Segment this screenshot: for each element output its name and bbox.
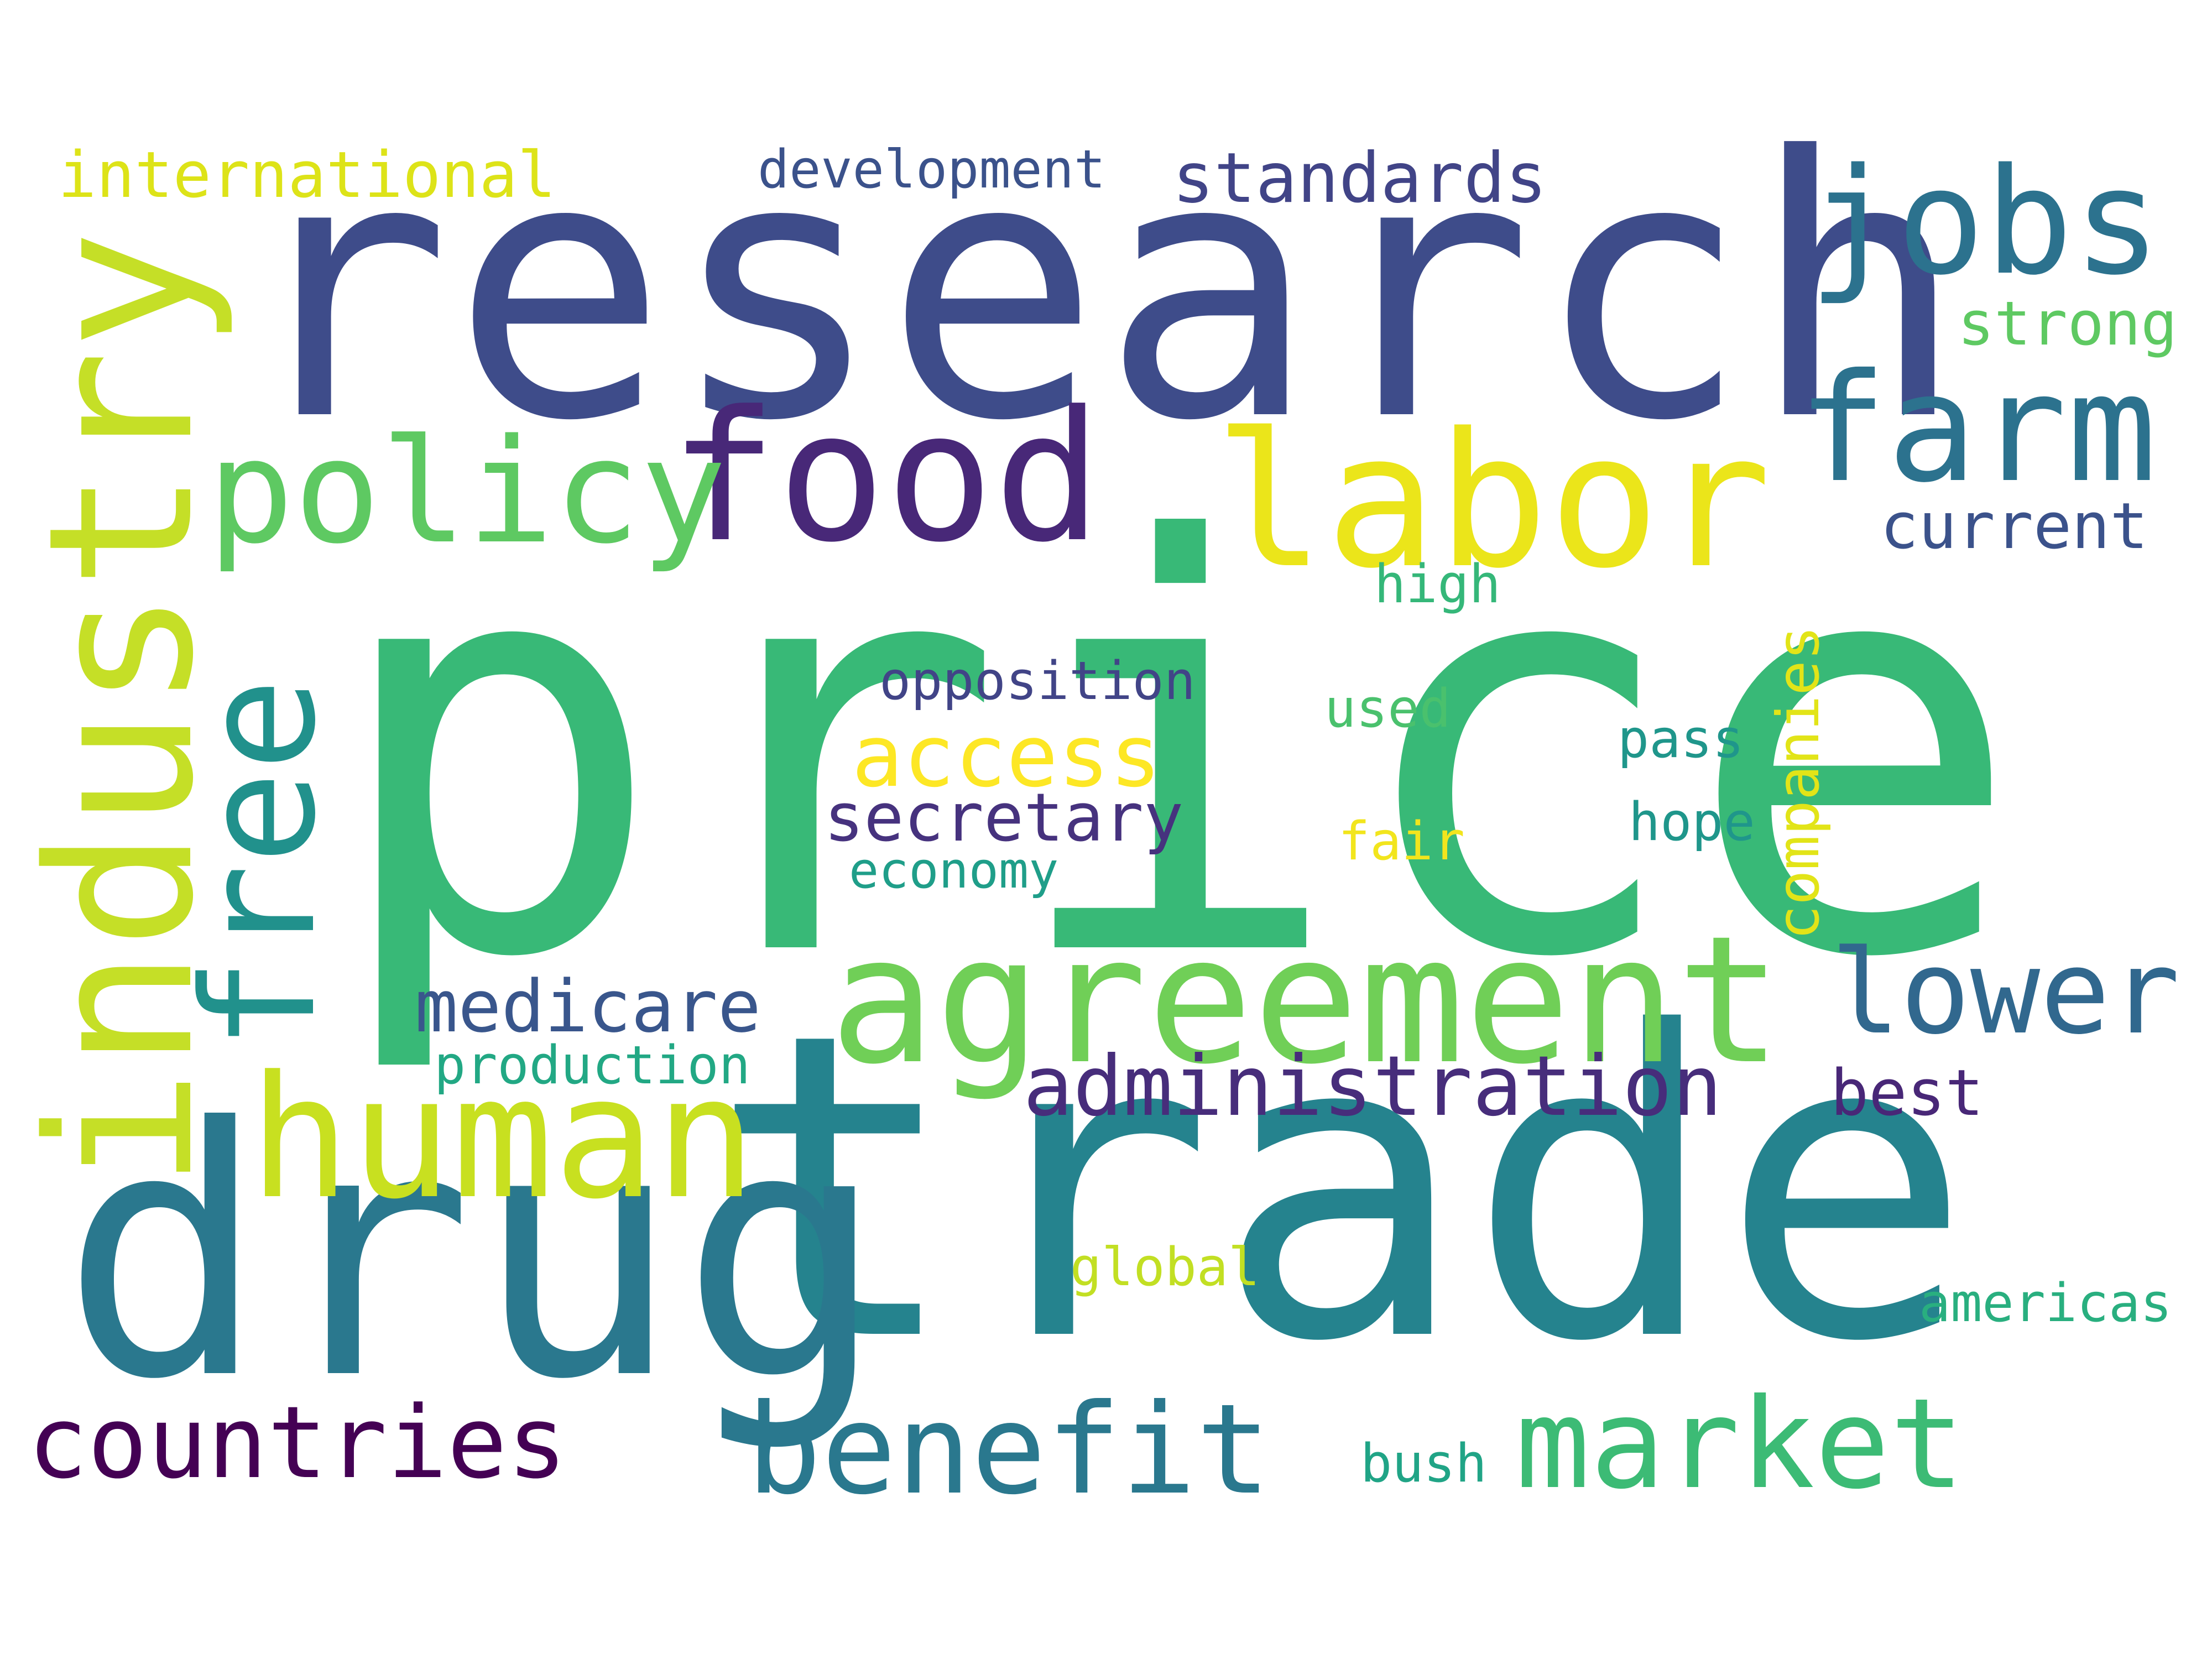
- word-global: global: [1070, 1237, 1260, 1298]
- word-fair: fair: [1338, 811, 1465, 872]
- word-jobs: jobs: [1808, 137, 2162, 307]
- word-agreement: agreement: [830, 898, 1783, 1103]
- word-hope: hope: [1629, 792, 1755, 853]
- word-opposition: opposition: [879, 651, 1196, 712]
- word-farm: farm: [1797, 341, 2157, 515]
- word-medicare: medicare: [415, 964, 761, 1048]
- word-production: production: [434, 1035, 750, 1096]
- word-economy: economy: [849, 842, 1059, 900]
- word-current: current: [1880, 489, 2148, 564]
- word-labor: labor: [1214, 394, 1772, 609]
- word-research: research: [235, 81, 1966, 499]
- word-human: human: [249, 1040, 757, 1236]
- word-best: best: [1830, 1056, 1984, 1130]
- word-americas: americas: [1919, 1273, 2172, 1334]
- word-lower: lower: [1830, 925, 2180, 1060]
- word-policy: policy: [207, 409, 727, 576]
- word-companies: companies: [1765, 625, 1832, 940]
- word-benefit: benefit: [747, 1378, 1271, 1522]
- word-standards: standards: [1172, 138, 1547, 218]
- word-pass: pass: [1618, 709, 1744, 770]
- word-drug: drug: [61, 1056, 887, 1454]
- word-secretary: secretary: [824, 780, 1184, 857]
- word-international: international: [58, 138, 556, 212]
- word-access: access: [852, 706, 1161, 806]
- word-free: free: [170, 677, 350, 1051]
- word-strong: strong: [1958, 288, 2178, 359]
- word-food: food: [669, 372, 1102, 582]
- word-bush: bush: [1360, 1433, 1487, 1494]
- word-used: used: [1324, 679, 1451, 739]
- word-countries: countries: [28, 1385, 567, 1501]
- word-trade: trade: [708, 945, 1973, 1433]
- word-high: high: [1374, 554, 1501, 615]
- word-administration: administration: [1023, 1039, 1723, 1135]
- word-market: market: [1515, 1372, 1965, 1517]
- word-development: development: [758, 139, 1106, 200]
- word-price: price: [326, 424, 2025, 1081]
